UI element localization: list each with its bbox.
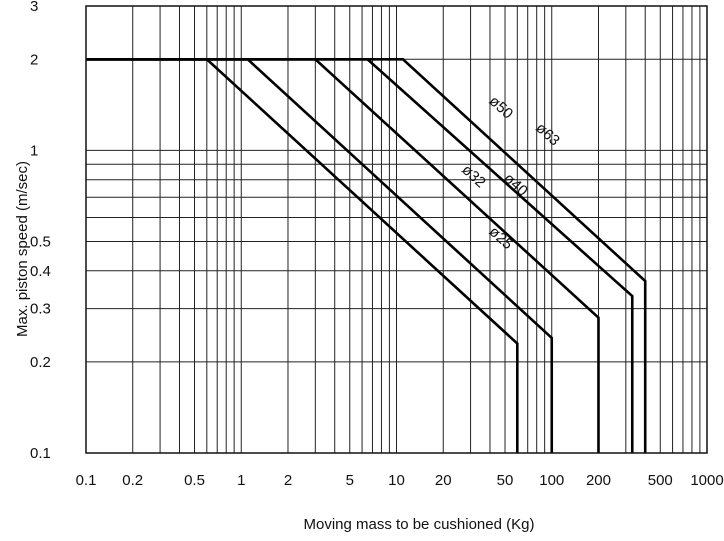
x-axis-title: Moving mass to be cushioned (Kg) [304, 516, 535, 533]
series-line-d63 [86, 57, 647, 453]
x-tick-label: 10 [388, 472, 405, 489]
y-tick-label: 0.3 [30, 301, 51, 318]
plot-border [85, 5, 708, 454]
series-lines [86, 57, 647, 453]
y-tick-label: 0.4 [30, 263, 51, 280]
series-line-d25 [86, 57, 519, 453]
series-line-d32 [86, 57, 554, 453]
x-tick-label: 500 [648, 472, 673, 489]
x-tick-label: 200 [586, 472, 611, 489]
grid [86, 6, 707, 453]
x-tick-label: 5 [346, 472, 354, 489]
x-tick-label: 1000 [690, 472, 723, 489]
series-line-d40 [86, 57, 600, 453]
x-tick-label: 1 [237, 472, 245, 489]
y-tick-label: 3 [30, 0, 38, 15]
x-tick-label: 50 [497, 472, 514, 489]
series-label: ø32 [458, 161, 489, 191]
x-tick-label: 20 [435, 472, 452, 489]
series-line-d50 [86, 57, 634, 453]
y-tick-label: 2 [30, 51, 38, 68]
y-tick-label: 0.2 [30, 354, 51, 371]
x-tick-label: 0.5 [184, 472, 205, 489]
y-axis-title: Max. piston speed (m/sec) [14, 161, 31, 337]
x-tick-label: 2 [284, 472, 292, 489]
x-tick-label: 0.1 [76, 472, 97, 489]
y-tick-label: 1 [30, 142, 38, 159]
y-tick-labels: 0.1 0.2 0.3 0.4 0.5 1 2 3 [30, 0, 51, 462]
y-tick-label: 0.5 [30, 233, 51, 250]
x-tick-label: 100 [539, 472, 564, 489]
y-tick-label: 0.1 [30, 445, 51, 462]
x-tick-label: 0.2 [122, 472, 143, 489]
x-tick-labels: 0.1 0.2 0.5 1 2 5 10 20 50 100 200 500 1000 [76, 472, 724, 489]
plot-frame [85, 5, 708, 454]
